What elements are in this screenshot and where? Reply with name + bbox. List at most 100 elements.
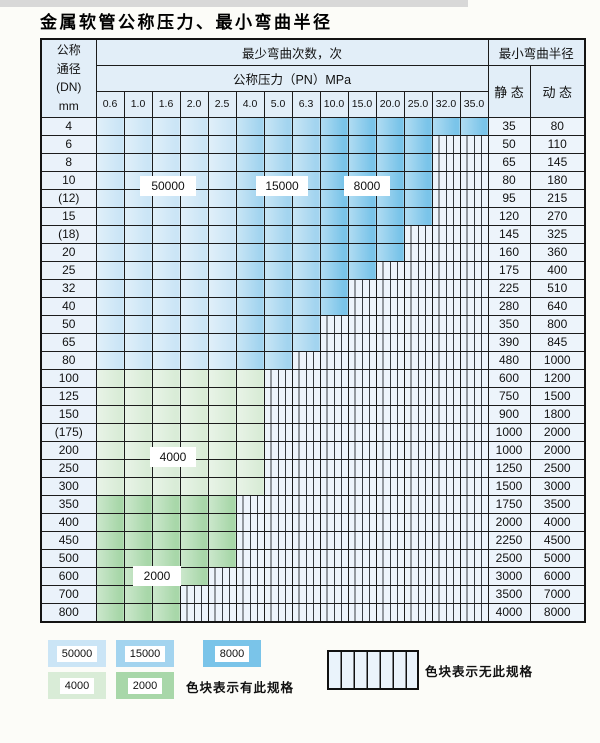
no-spec-cell bbox=[347, 386, 377, 406]
no-spec-cell bbox=[347, 548, 377, 568]
no-spec-cell bbox=[319, 494, 349, 514]
no-spec-cell bbox=[179, 602, 209, 622]
spec-cell bbox=[403, 152, 433, 172]
dynamic-radius-cell: 325 bbox=[529, 224, 586, 244]
dynamic-radius-cell: 400 bbox=[529, 260, 586, 280]
spec-cell bbox=[151, 116, 181, 136]
spec-cell bbox=[151, 350, 181, 370]
spec-cell bbox=[123, 548, 153, 568]
pressure-col-header: 5.0 bbox=[263, 90, 293, 118]
no-spec-cell bbox=[403, 584, 433, 604]
spec-cell bbox=[151, 224, 181, 244]
pressure-col-header: 2.0 bbox=[179, 90, 209, 118]
spec-cell bbox=[95, 188, 125, 208]
no-spec-cell bbox=[207, 584, 237, 604]
spec-cell bbox=[375, 116, 405, 136]
spec-cell bbox=[235, 152, 265, 172]
no-spec-cell bbox=[263, 512, 293, 532]
spec-cell bbox=[207, 404, 237, 424]
no-spec-cell bbox=[347, 440, 377, 460]
spec-cell bbox=[95, 602, 125, 622]
spec-cell bbox=[207, 170, 237, 190]
no-spec-cell bbox=[403, 224, 433, 244]
no-spec-cell bbox=[263, 584, 293, 604]
spec-cell bbox=[235, 242, 265, 262]
spec-cell bbox=[151, 242, 181, 262]
dn-cell: 4 bbox=[40, 116, 97, 136]
table-row: (175) 1000 2000 bbox=[40, 422, 586, 442]
no-spec-cell bbox=[235, 548, 265, 568]
legend-swatch-50000: 50000 bbox=[48, 640, 106, 667]
pressure-col-header: 32.0 bbox=[431, 90, 461, 118]
no-spec-cell bbox=[431, 440, 461, 460]
spec-cell bbox=[95, 584, 125, 604]
spec-cell bbox=[403, 116, 433, 136]
no-spec-cell bbox=[459, 548, 489, 568]
no-spec-cell bbox=[459, 152, 489, 172]
spec-cell bbox=[207, 422, 237, 442]
no-spec-cell bbox=[459, 386, 489, 406]
spec-cell bbox=[179, 530, 209, 550]
spec-cell bbox=[319, 134, 349, 154]
table-row: 10 80 180 bbox=[40, 170, 586, 190]
spec-cell bbox=[207, 512, 237, 532]
spec-cell bbox=[207, 296, 237, 316]
no-spec-cell bbox=[459, 134, 489, 154]
spec-cell bbox=[123, 458, 153, 478]
no-spec-cell bbox=[375, 386, 405, 406]
spec-cell bbox=[123, 602, 153, 622]
dn-cell: 250 bbox=[40, 458, 97, 478]
static-radius-cell: 3000 bbox=[487, 566, 531, 586]
table-row: 100 600 1200 bbox=[40, 368, 586, 388]
table-row: 150 900 1800 bbox=[40, 404, 586, 424]
spec-cell bbox=[123, 332, 153, 352]
dn-cell: 80 bbox=[40, 350, 97, 370]
spec-cell bbox=[179, 260, 209, 280]
static-radius-cell: 1750 bbox=[487, 494, 531, 514]
no-spec-cell bbox=[263, 386, 293, 406]
no-spec-cell bbox=[375, 422, 405, 442]
no-spec-cell bbox=[291, 404, 321, 424]
no-spec-cell bbox=[263, 530, 293, 550]
dn-cell: 40 bbox=[40, 296, 97, 316]
dn-cell: 6 bbox=[40, 134, 97, 154]
table-row: 400 2000 4000 bbox=[40, 512, 586, 532]
spec-cell bbox=[207, 242, 237, 262]
no-spec-cell bbox=[375, 494, 405, 514]
no-spec-cell bbox=[319, 332, 349, 352]
dn-cell: 450 bbox=[40, 530, 97, 550]
spec-cell bbox=[375, 134, 405, 154]
no-spec-cell bbox=[347, 332, 377, 352]
spec-cell bbox=[151, 476, 181, 496]
dn-cell: 8 bbox=[40, 152, 97, 172]
no-spec-cell bbox=[375, 512, 405, 532]
spec-cell bbox=[235, 332, 265, 352]
no-spec-cell bbox=[459, 332, 489, 352]
no-spec-cell bbox=[431, 134, 461, 154]
spec-cell bbox=[151, 332, 181, 352]
dn-header-line: mm bbox=[58, 98, 79, 113]
no-spec-cell bbox=[431, 566, 461, 586]
no-spec-cell bbox=[291, 530, 321, 550]
static-radius-cell: 390 bbox=[487, 332, 531, 352]
spec-cell bbox=[95, 566, 125, 586]
table-row: 600 3000 6000 bbox=[40, 566, 586, 586]
no-spec-cell bbox=[235, 530, 265, 550]
dn-cell: 500 bbox=[40, 548, 97, 568]
no-spec-cell bbox=[375, 350, 405, 370]
spec-cell bbox=[95, 458, 125, 478]
no-spec-cell bbox=[431, 476, 461, 496]
spec-cell bbox=[179, 134, 209, 154]
legend-swatch-8000: 8000 bbox=[203, 640, 261, 667]
no-spec-cell bbox=[431, 548, 461, 568]
band-label-2000: 2000 bbox=[133, 566, 181, 586]
spec-cell bbox=[207, 260, 237, 280]
no-spec-cell bbox=[347, 314, 377, 334]
static-radius-cell: 3500 bbox=[487, 584, 531, 604]
no-spec-cell bbox=[263, 458, 293, 478]
spec-cell bbox=[95, 350, 125, 370]
dn-cell: (12) bbox=[40, 188, 97, 208]
spec-cell bbox=[235, 440, 265, 460]
no-spec-cell bbox=[291, 458, 321, 478]
